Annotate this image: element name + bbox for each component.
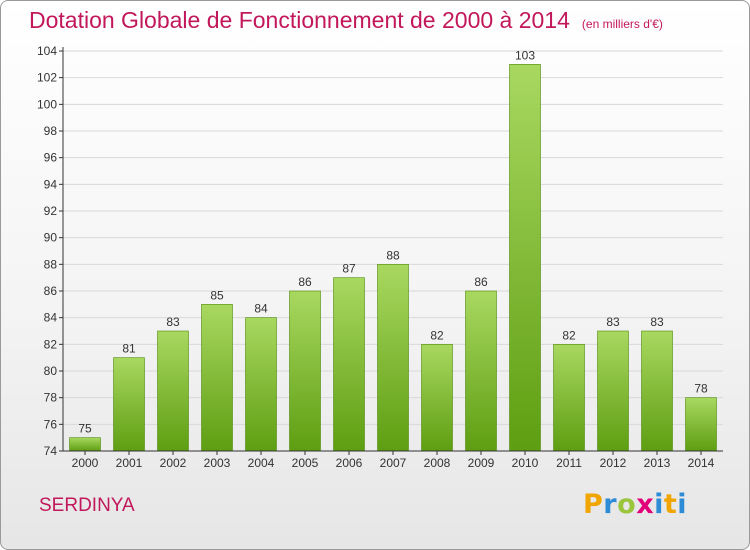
- data-label-2014: 78: [694, 382, 708, 396]
- x-tick-label: 2009: [468, 456, 495, 470]
- x-tick-label: 2007: [380, 456, 407, 470]
- data-label-2001: 81: [122, 342, 136, 356]
- logo-letter: i: [677, 489, 688, 520]
- y-tick-label: 88: [44, 257, 58, 271]
- data-label-2007: 88: [386, 248, 400, 262]
- bar-2005: [289, 290, 321, 452]
- chart-title: Dotation Globale de Fonctionnement de 20…: [29, 7, 663, 34]
- y-tick-label: 84: [44, 311, 58, 325]
- y-tick-label: 100: [37, 97, 57, 111]
- place-name: SERDINYA: [39, 495, 135, 516]
- y-tick-label: 92: [44, 204, 58, 218]
- logo-letter: o: [617, 489, 637, 520]
- logo-letter: i: [654, 489, 664, 520]
- proxiti-logo: Proxiti: [583, 489, 687, 520]
- data-labels: 75 81 83 85 84 86 87 88 82 86 103 82 83 83 78: [78, 48, 708, 435]
- logo-letter: P: [583, 489, 604, 520]
- x-tick-label: 2014: [688, 456, 715, 470]
- title-text: Dotation Globale de Fonctionnement de 20…: [29, 7, 570, 33]
- x-tick-label: 2005: [292, 456, 319, 470]
- y-tick-label: 104: [37, 44, 57, 58]
- bar-2010: [509, 64, 541, 452]
- x-tick-label: 2006: [336, 456, 363, 470]
- bar-2001: [113, 357, 145, 452]
- data-label-2013: 83: [650, 315, 664, 329]
- bar-2000: [69, 437, 101, 452]
- bar-2004: [245, 317, 277, 452]
- logo-letter: r: [603, 489, 618, 520]
- data-label-2005: 86: [298, 275, 312, 289]
- y-tick-label: 74: [44, 444, 58, 458]
- bar-2007: [377, 264, 409, 452]
- bar-2011: [553, 344, 585, 452]
- bar-2012: [597, 330, 629, 452]
- y-tick-label: 90: [44, 231, 58, 245]
- bars: [69, 64, 717, 452]
- x-tick-label: 2001: [116, 456, 143, 470]
- x-tick-label: 2008: [424, 456, 451, 470]
- chart-subtitle: (en milliers d'€): [581, 17, 663, 31]
- data-label-2009: 86: [474, 275, 488, 289]
- x-tick-label: 2013: [644, 456, 671, 470]
- data-label-2011: 82: [562, 328, 576, 342]
- x-tick-label: 2011: [556, 456, 582, 470]
- bar-2014: [685, 397, 717, 452]
- x-tick-label: 2010: [512, 456, 539, 470]
- axes: 74 76 78 80 82 84 86 88 90 92 94 96 98 100 102 104 2000 2…: [37, 44, 723, 470]
- bar-2006: [333, 277, 365, 452]
- y-tick-label: 96: [44, 151, 58, 165]
- data-label-2008: 82: [430, 328, 444, 342]
- bar-2013: [641, 330, 673, 452]
- x-tick-label: 2012: [600, 456, 627, 470]
- data-label-2004: 84: [254, 302, 268, 316]
- data-label-2006: 87: [342, 262, 356, 276]
- x-tick-label: 2002: [160, 456, 187, 470]
- logo-letter: x: [636, 489, 655, 520]
- logo-letter: t: [663, 489, 678, 520]
- x-tick-label: 2004: [248, 456, 275, 470]
- bar-2002: [157, 330, 189, 452]
- x-tick-label: 2003: [204, 456, 231, 470]
- x-tick-label: 2000: [72, 456, 99, 470]
- bar-2009: [465, 290, 497, 452]
- y-tick-label: 86: [44, 284, 58, 298]
- y-tick-label: 80: [44, 364, 58, 378]
- y-tick-label: 102: [37, 71, 57, 85]
- y-tick-label: 76: [44, 417, 58, 431]
- data-label-2000: 75: [78, 422, 92, 436]
- y-tick-label: 78: [44, 391, 58, 405]
- data-label-2012: 83: [606, 315, 620, 329]
- data-label-2002: 83: [166, 315, 180, 329]
- y-tick-label: 94: [44, 177, 58, 191]
- bar-2008: [421, 344, 453, 452]
- y-tick-label: 82: [44, 337, 58, 351]
- bar-2003: [201, 304, 233, 452]
- y-tick-label: 98: [44, 124, 58, 138]
- data-label-2003: 85: [210, 288, 224, 302]
- data-label-2010: 103: [515, 48, 535, 62]
